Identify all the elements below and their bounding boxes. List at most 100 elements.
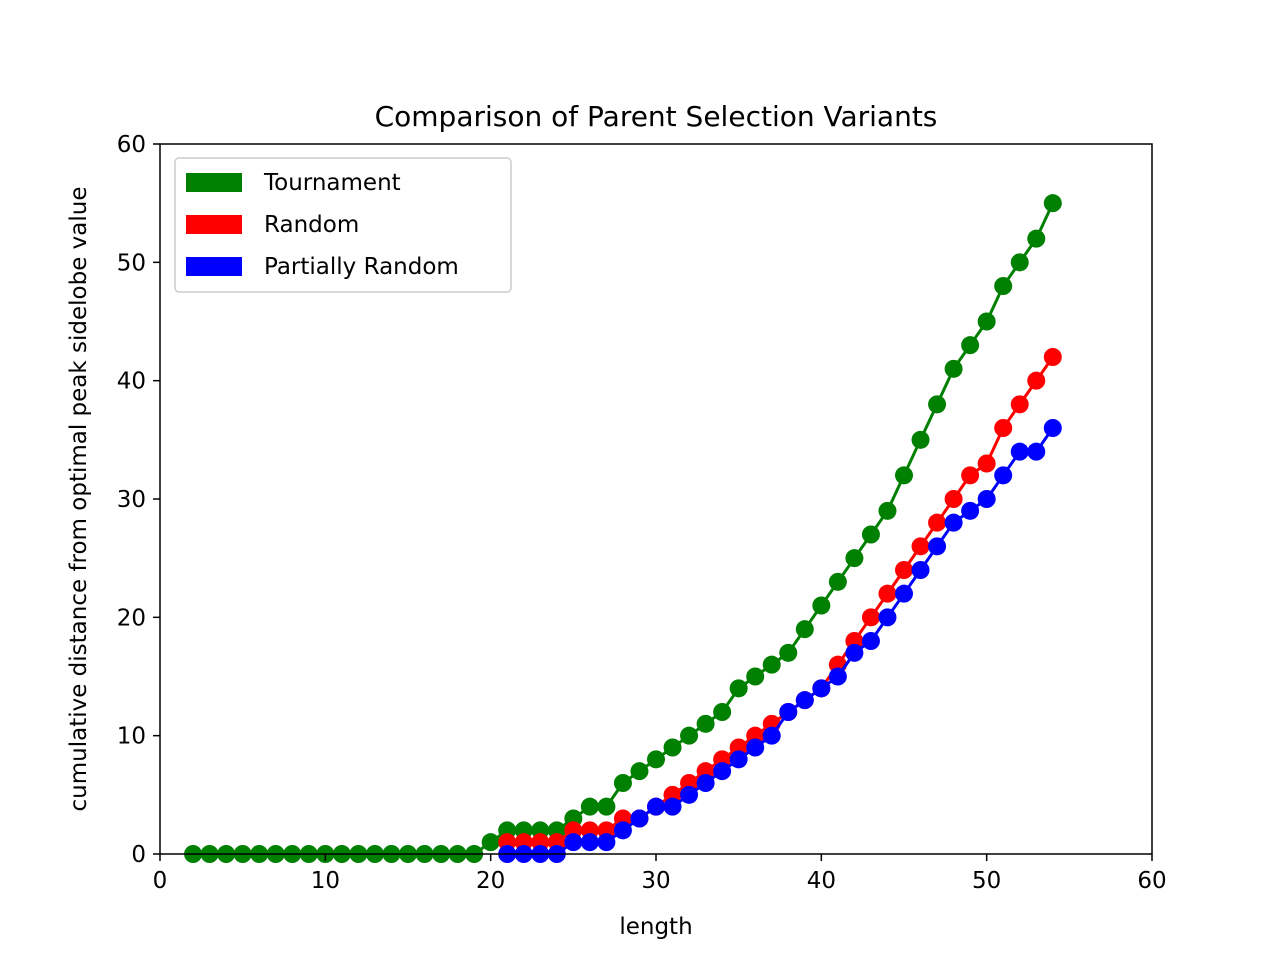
- data-point-partially-random: [696, 774, 715, 792]
- series-tournament: [184, 194, 1062, 863]
- data-point-tournament: [613, 774, 632, 792]
- data-point-random: [895, 561, 913, 579]
- data-point-tournament: [928, 395, 947, 414]
- data-point-partially-random: [1043, 419, 1062, 437]
- data-point-tournament: [845, 549, 864, 568]
- data-point-partially-random: [994, 466, 1013, 485]
- data-point-tournament: [1027, 229, 1046, 248]
- data-point-partially-random: [828, 667, 847, 686]
- data-point-random: [928, 513, 947, 532]
- data-point-partially-random: [713, 762, 732, 781]
- data-point-partially-random: [795, 691, 814, 710]
- data-point-partially-random: [928, 537, 947, 556]
- x-tick-label: 0: [153, 868, 168, 894]
- legend-label-random: Random: [264, 212, 359, 238]
- data-point-tournament: [597, 797, 616, 816]
- data-point-partially-random: [895, 584, 913, 603]
- x-tick-label: 40: [807, 868, 836, 894]
- data-point-partially-random: [564, 833, 583, 852]
- data-point-partially-random: [746, 738, 765, 757]
- x-axis-title: length: [619, 914, 692, 940]
- data-point-partially-random: [647, 797, 665, 816]
- series-partially-random: [498, 419, 1062, 863]
- data-point-tournament: [828, 572, 847, 591]
- data-point-tournament: [481, 833, 500, 852]
- data-point-tournament: [696, 714, 715, 733]
- data-point-partially-random: [1027, 442, 1046, 461]
- data-point-partially-random: [977, 490, 996, 508]
- legend-swatch-random: [186, 215, 242, 234]
- data-point-tournament: [746, 667, 765, 686]
- x-tick-label: 20: [476, 868, 505, 894]
- data-point-partially-random: [663, 797, 682, 816]
- legend-label-partially-random: Partially Random: [264, 254, 459, 280]
- data-point-random: [1010, 395, 1029, 414]
- legend: Tournament Random Partially Random: [174, 157, 512, 293]
- data-point-tournament: [861, 525, 880, 544]
- data-point-tournament: [663, 738, 682, 757]
- data-point-random: [911, 537, 930, 556]
- y-tick-label: 30: [117, 487, 146, 513]
- data-point-tournament: [961, 336, 980, 355]
- data-point-tournament: [911, 430, 930, 449]
- data-point-tournament: [630, 762, 649, 781]
- data-point-partially-random: [878, 608, 897, 627]
- data-point-partially-random: [729, 750, 748, 769]
- x-tick-label: 30: [641, 868, 670, 894]
- data-point-random: [878, 584, 897, 603]
- data-point-partially-random: [630, 809, 649, 828]
- legend-label-tournament: Tournament: [263, 170, 401, 196]
- data-point-tournament: [795, 620, 814, 639]
- data-point-tournament: [878, 501, 897, 520]
- legend-swatch-tournament: [186, 173, 242, 192]
- tick-layer: 0 10 20 30 40 50 60 0 10 20 30 40 50 60: [117, 132, 1167, 894]
- data-point-random: [1043, 348, 1062, 366]
- data-point-tournament: [762, 655, 781, 674]
- data-point-random: [944, 490, 963, 508]
- data-point-tournament: [713, 703, 732, 721]
- data-point-partially-random: [597, 833, 616, 852]
- y-tick-label: 50: [117, 250, 146, 276]
- data-point-tournament: [895, 466, 913, 485]
- data-point-tournament: [977, 312, 996, 331]
- data-point-tournament: [994, 277, 1013, 295]
- x-tick-label: 50: [972, 868, 1001, 894]
- y-tick-label: 60: [117, 132, 146, 158]
- data-point-tournament: [647, 750, 665, 769]
- data-point-partially-random: [1010, 442, 1029, 461]
- series-line-tournament: [193, 202, 1055, 856]
- data-point-tournament: [680, 726, 699, 745]
- data-point-partially-random: [961, 501, 980, 520]
- data-point-partially-random: [613, 821, 632, 840]
- data-point-partially-random: [861, 632, 880, 650]
- data-point-partially-random: [944, 513, 963, 532]
- y-tick-label: 40: [117, 369, 146, 395]
- series-random: [498, 348, 1062, 852]
- series-line-partially-random: [507, 427, 1055, 856]
- data-point-tournament: [944, 359, 963, 378]
- y-tick-label: 10: [117, 724, 146, 750]
- data-point-partially-random: [580, 833, 599, 852]
- data-point-tournament: [580, 797, 599, 816]
- y-tick-label: 0: [131, 842, 146, 868]
- data-point-partially-random: [680, 785, 699, 804]
- data-point-tournament: [812, 596, 831, 615]
- data-point-random: [1027, 371, 1046, 390]
- data-point-partially-random: [845, 643, 864, 662]
- series-line-random: [507, 356, 1055, 844]
- legend-box: [174, 157, 512, 293]
- data-point-tournament: [1010, 253, 1029, 272]
- data-point-tournament: [729, 679, 748, 698]
- legend-swatch-partially-random: [186, 257, 242, 276]
- chart-title: Comparison of Parent Selection Variants: [375, 100, 938, 133]
- data-point-random: [994, 419, 1013, 437]
- data-point-random: [977, 454, 996, 473]
- data-point-partially-random: [911, 561, 930, 579]
- data-point-random: [961, 466, 980, 485]
- x-tick-label: 60: [1137, 868, 1166, 894]
- y-tick-label: 20: [117, 605, 146, 631]
- y-axis-title: cumulative distance from optimal peak si…: [66, 187, 92, 812]
- data-point-tournament: [779, 643, 798, 662]
